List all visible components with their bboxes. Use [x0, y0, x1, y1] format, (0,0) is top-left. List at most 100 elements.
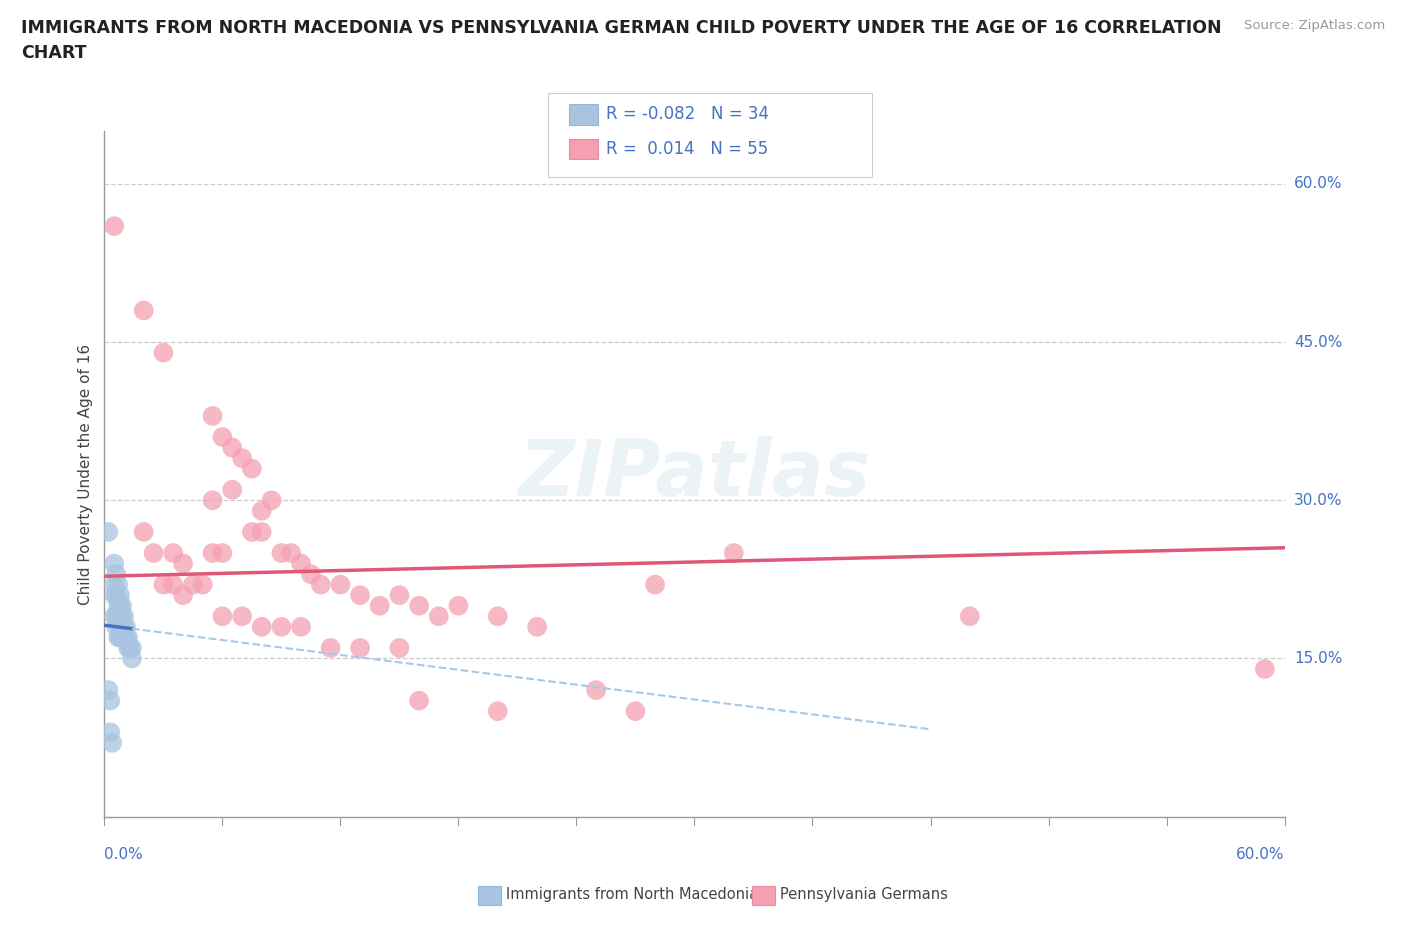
Point: [112, 630, 135, 644]
Text: 30.0%: 30.0%: [1294, 493, 1343, 508]
Point: [108, 619, 131, 634]
Text: Source: ZipAtlas.com: Source: ZipAtlas.com: [1244, 19, 1385, 32]
Y-axis label: Child Poverty Under the Age of 16: Child Poverty Under the Age of 16: [79, 343, 93, 604]
Text: 15.0%: 15.0%: [1294, 651, 1343, 666]
Point: [309, 578, 332, 592]
Point: [585, 683, 607, 698]
Text: R =  0.014   N = 55: R = 0.014 N = 55: [606, 140, 768, 158]
Point: [101, 736, 124, 751]
Point: [388, 588, 411, 603]
Point: [329, 578, 352, 592]
Point: [97, 525, 120, 539]
Point: [112, 609, 135, 624]
Point: [105, 588, 128, 603]
Point: [112, 619, 135, 634]
Point: [115, 619, 138, 634]
Point: [250, 525, 273, 539]
Point: [121, 641, 143, 656]
Point: [299, 566, 322, 581]
Point: [723, 546, 745, 561]
Point: [319, 641, 342, 656]
Point: [447, 598, 470, 613]
Point: [108, 588, 131, 603]
Point: [108, 598, 131, 613]
Point: [172, 588, 194, 603]
Point: [105, 619, 128, 634]
Point: [111, 598, 134, 613]
Point: [260, 493, 283, 508]
Point: [959, 609, 981, 624]
Point: [349, 588, 371, 603]
Point: [111, 609, 134, 624]
Point: [201, 493, 224, 508]
Point: [211, 430, 233, 445]
Point: [250, 503, 273, 518]
Point: [221, 440, 243, 455]
Point: [152, 345, 174, 360]
Point: [117, 630, 139, 644]
Point: [526, 619, 548, 634]
Point: [486, 704, 509, 719]
Point: [624, 704, 647, 719]
Point: [221, 483, 243, 498]
Point: [270, 619, 292, 634]
Point: [290, 556, 312, 571]
Text: Immigrants from North Macedonia: Immigrants from North Macedonia: [506, 887, 758, 902]
Text: 0.0%: 0.0%: [104, 847, 143, 862]
Text: Pennsylvania Germans: Pennsylvania Germans: [780, 887, 948, 902]
Point: [107, 578, 129, 592]
Point: [231, 609, 253, 624]
Point: [103, 609, 125, 624]
Point: [108, 630, 131, 644]
Point: [280, 546, 302, 561]
Text: R = -0.082   N = 34: R = -0.082 N = 34: [606, 105, 769, 124]
Point: [117, 641, 139, 656]
Point: [103, 578, 125, 592]
Point: [172, 556, 194, 571]
Point: [644, 578, 666, 592]
Point: [270, 546, 292, 561]
Point: [290, 619, 312, 634]
Point: [408, 693, 430, 708]
Point: [388, 641, 411, 656]
Point: [115, 630, 138, 644]
Point: [162, 578, 184, 592]
Point: [201, 546, 224, 561]
Point: [118, 641, 141, 656]
Point: [152, 578, 174, 592]
Point: [111, 630, 134, 644]
Point: [98, 724, 121, 739]
Point: [98, 693, 121, 708]
Point: [427, 609, 450, 624]
Point: [132, 303, 155, 318]
Point: [103, 219, 125, 233]
Point: [105, 609, 128, 624]
Text: IMMIGRANTS FROM NORTH MACEDONIA VS PENNSYLVANIA GERMAN CHILD POVERTY UNDER THE A: IMMIGRANTS FROM NORTH MACEDONIA VS PENNS…: [21, 19, 1222, 61]
Point: [97, 683, 120, 698]
Point: [240, 461, 263, 476]
Point: [142, 546, 165, 561]
Text: 60.0%: 60.0%: [1294, 177, 1343, 192]
Point: [121, 651, 143, 666]
Point: [107, 609, 129, 624]
Point: [132, 525, 155, 539]
Text: ZIPatlas: ZIPatlas: [519, 436, 870, 512]
Point: [349, 641, 371, 656]
Point: [107, 598, 129, 613]
Point: [191, 578, 214, 592]
Point: [231, 451, 253, 466]
Point: [211, 546, 233, 561]
Point: [240, 525, 263, 539]
Point: [408, 598, 430, 613]
Text: 45.0%: 45.0%: [1294, 335, 1343, 350]
Text: 60.0%: 60.0%: [1236, 847, 1285, 862]
Point: [201, 408, 224, 423]
Point: [1254, 661, 1277, 676]
Point: [103, 556, 125, 571]
Point: [250, 619, 273, 634]
Point: [368, 598, 391, 613]
Point: [107, 630, 129, 644]
Point: [181, 578, 204, 592]
Point: [103, 588, 125, 603]
Point: [486, 609, 509, 624]
